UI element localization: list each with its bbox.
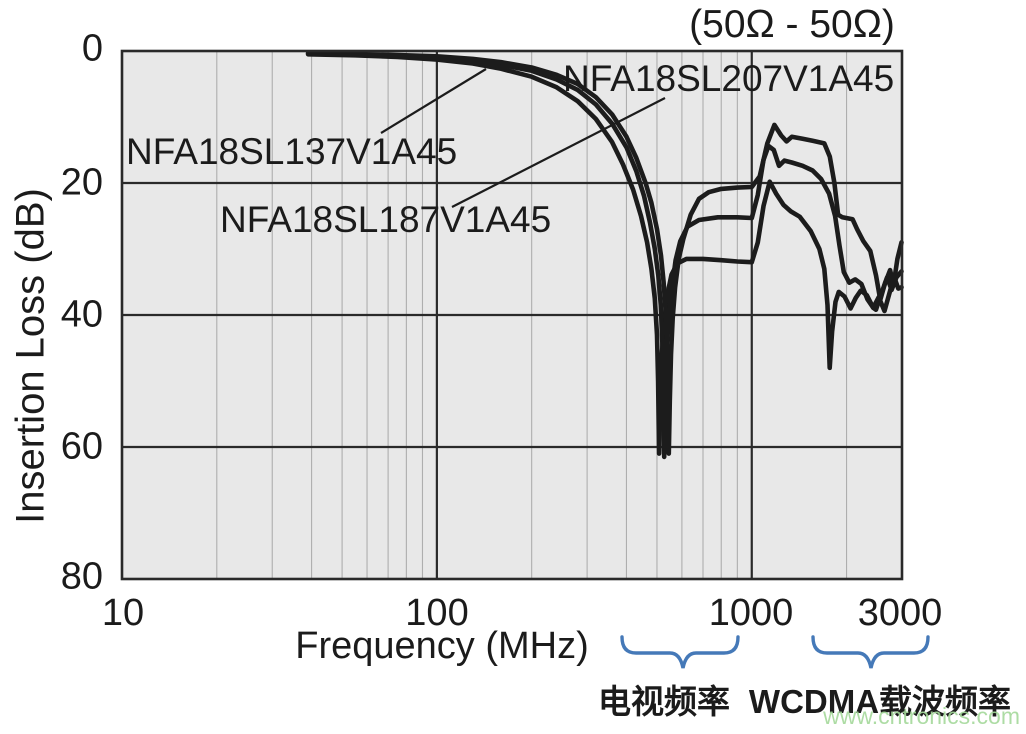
y-tick-60: 60: [60, 425, 103, 468]
y-axis-title: Insertion Loss (dB): [8, 188, 53, 524]
wcdma-band-label: WCDMA载波频率: [748, 683, 1012, 720]
x-tick-3000: 3000: [857, 592, 943, 634]
y-tick-40: 40: [60, 293, 103, 336]
curve-label-nfa18sl137: NFA18SL137V1A45: [126, 131, 458, 172]
y-tick-80: 80: [60, 555, 103, 598]
y-tick-20: 20: [60, 161, 103, 204]
y-tick-0: 0: [81, 27, 103, 70]
curve-NFA18SL207V1A45: [305, 51, 904, 456]
x-tick-100: 100: [405, 592, 469, 634]
x-tick-1000: 1000: [708, 592, 794, 634]
curve-label-nfa18sl207: NFA18SL207V1A45: [563, 58, 895, 99]
label-pointer-line-187: [451, 97, 666, 208]
annotations: [380, 68, 930, 669]
watermark: www.cntronics.com: [823, 703, 1020, 729]
label-pointer-line-137: [380, 68, 487, 134]
chart-title-impedance: (50Ω - 50Ω): [689, 3, 895, 46]
tv-band-label: 电视频率: [598, 683, 730, 720]
plot-border: [120, 49, 904, 581]
x-axis-title: Frequency (MHz): [295, 625, 589, 667]
tv-band-brace: [620, 635, 740, 669]
wcdma-band-brace: [811, 635, 930, 669]
curve-NFA18SL187V1A45: [305, 51, 904, 460]
x-tick-10: 10: [101, 592, 145, 634]
curve-NFA18SL137V1A45: [305, 50, 904, 456]
curve-label-nfa18sl187: NFA18SL187V1A45: [220, 199, 552, 240]
